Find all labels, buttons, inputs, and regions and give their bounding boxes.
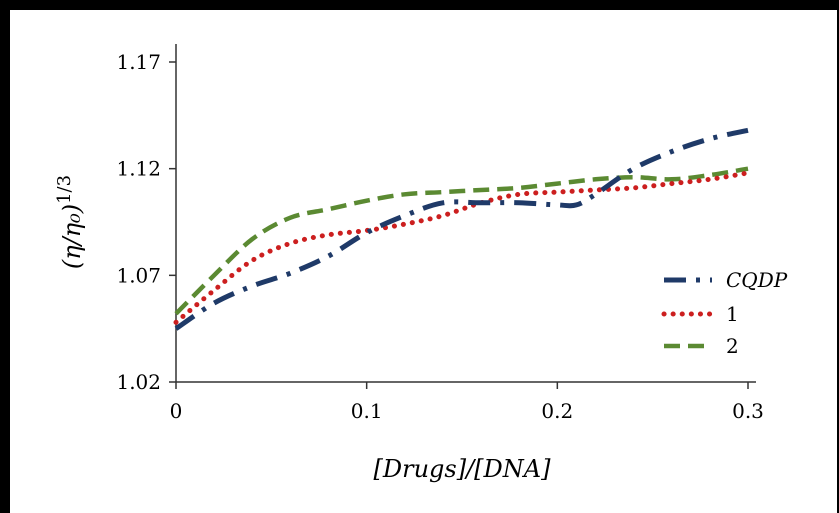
axes: 1.02 1.07 1.12 1.17 0 0.1 0.2 0.3 (116, 44, 764, 423)
y-tick-label: 1.17 (116, 50, 161, 74)
x-axis-title: [Drugs]/[DNA] (374, 455, 552, 483)
y-tick-label: 1.07 (116, 263, 161, 287)
y-axis-title: (η/η₀)1/3 (54, 175, 86, 269)
series-line-1 (173, 170, 751, 325)
x-tick-label: 0.3 (732, 399, 764, 423)
y-tick-label: 1.12 (116, 157, 161, 181)
legend-label-2: 2 (726, 334, 739, 358)
y-tick-label: 1.02 (116, 370, 161, 394)
x-tick-label: 0 (170, 399, 183, 423)
legend: CQDP 1 2 (661, 268, 788, 358)
x-tick-label: 0.2 (541, 399, 573, 423)
series-line-cqdp (174, 127, 749, 331)
legend-label-1: 1 (726, 302, 739, 326)
legend-label-cqdp: CQDP (726, 268, 788, 292)
series-line-2 (174, 166, 749, 316)
series-layer (173, 127, 751, 331)
x-tick-label: 0.1 (351, 399, 383, 423)
